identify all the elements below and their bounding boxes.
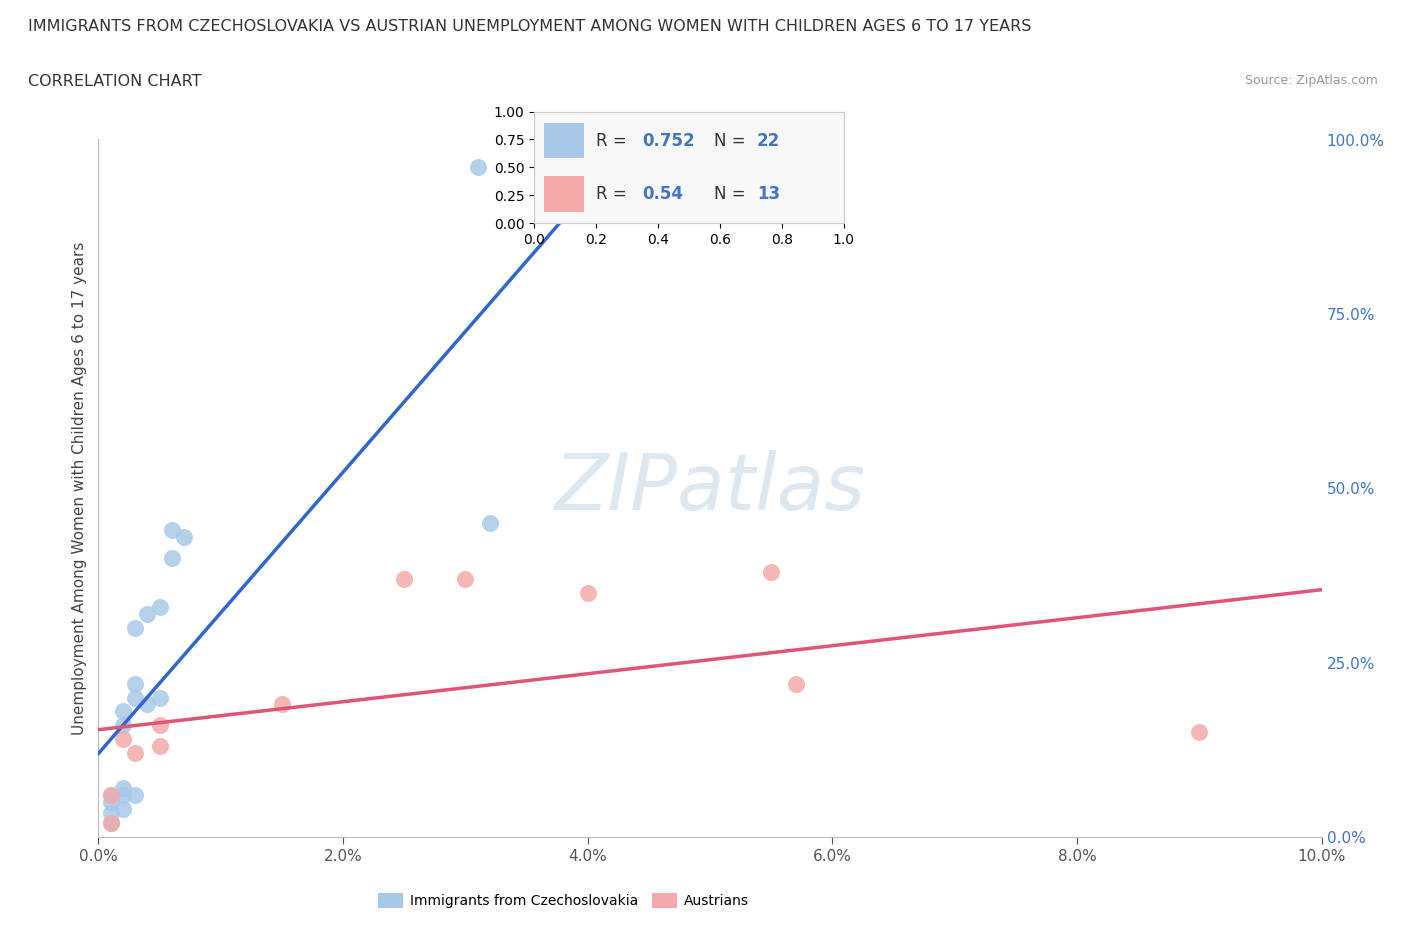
Y-axis label: Unemployment Among Women with Children Ages 6 to 17 years: Unemployment Among Women with Children A… — [72, 242, 87, 735]
Point — [392, 571, 416, 587]
Point — [124, 788, 146, 803]
Text: ZIPatlas: ZIPatlas — [554, 450, 866, 526]
Point — [149, 738, 172, 753]
Text: R =: R = — [596, 185, 633, 203]
Point — [136, 698, 159, 712]
Point — [100, 794, 122, 809]
Text: 22: 22 — [756, 132, 780, 150]
FancyBboxPatch shape — [544, 123, 583, 158]
Point — [759, 565, 782, 579]
Point — [173, 530, 195, 545]
Point — [100, 788, 122, 803]
Point — [124, 746, 146, 761]
Point — [160, 551, 183, 565]
Point — [467, 160, 489, 175]
Text: Source: ZipAtlas.com: Source: ZipAtlas.com — [1244, 74, 1378, 87]
Point — [1188, 725, 1211, 740]
Point — [111, 802, 134, 817]
Point — [149, 718, 172, 733]
Text: 0.752: 0.752 — [643, 132, 695, 150]
Point — [111, 732, 134, 747]
Text: CORRELATION CHART: CORRELATION CHART — [28, 74, 201, 89]
Point — [576, 586, 599, 601]
Legend: Immigrants from Czechoslovakia, Austrians: Immigrants from Czechoslovakia, Austrian… — [373, 888, 754, 914]
Text: IMMIGRANTS FROM CZECHOSLOVAKIA VS AUSTRIAN UNEMPLOYMENT AMONG WOMEN WITH CHILDRE: IMMIGRANTS FROM CZECHOSLOVAKIA VS AUSTRI… — [28, 19, 1032, 33]
FancyBboxPatch shape — [544, 177, 583, 212]
Point — [124, 690, 146, 705]
Point — [136, 606, 159, 621]
Point — [149, 690, 172, 705]
Point — [270, 698, 292, 712]
Point — [111, 718, 134, 733]
Point — [111, 788, 134, 803]
Text: R =: R = — [596, 132, 633, 150]
Point — [478, 515, 501, 530]
Point — [100, 816, 122, 830]
Text: N =: N = — [714, 132, 751, 150]
Point — [100, 788, 122, 803]
Point — [111, 704, 134, 719]
Point — [100, 805, 122, 820]
Text: 0.54: 0.54 — [643, 185, 683, 203]
Text: 13: 13 — [756, 185, 780, 203]
Point — [454, 571, 477, 587]
Point — [124, 620, 146, 635]
Text: N =: N = — [714, 185, 751, 203]
Point — [100, 816, 122, 830]
Point — [111, 781, 134, 796]
Point — [149, 600, 172, 615]
Point — [160, 523, 183, 538]
Point — [785, 676, 807, 691]
Point — [124, 676, 146, 691]
